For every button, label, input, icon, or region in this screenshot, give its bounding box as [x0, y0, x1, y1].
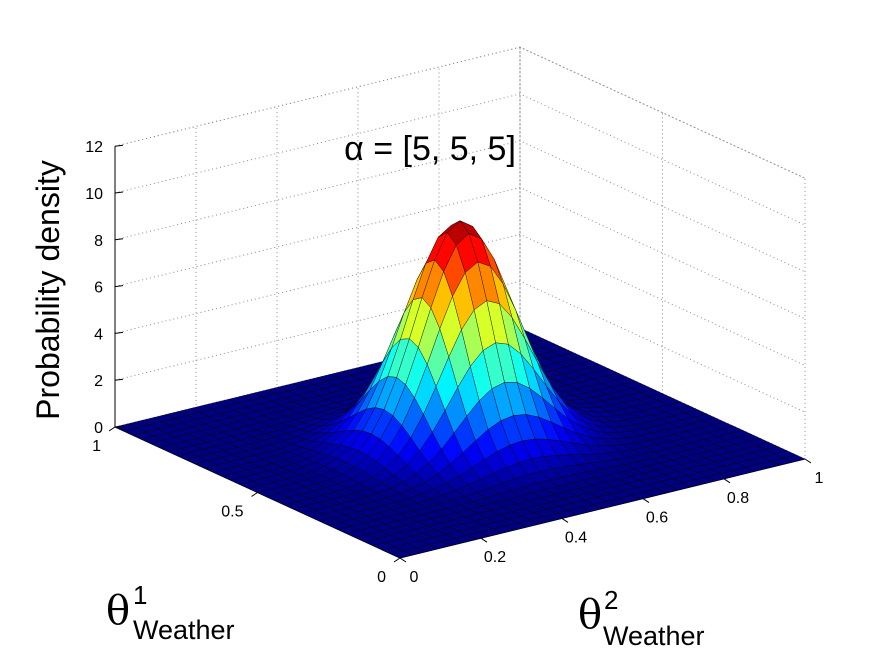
chart-title: α = [5, 5, 5] [344, 130, 516, 168]
x-axis-label-superscript: 2 [604, 585, 618, 615]
x-tick-mark [399, 557, 407, 563]
x-tick-mark [804, 458, 812, 464]
x-tick-label: 1 [815, 470, 824, 487]
z-axis-label: Probability density [30, 160, 66, 420]
z-tick-mark [114, 425, 124, 428]
y-tick-label: 1 [92, 438, 101, 455]
z-tick-label: 2 [94, 373, 103, 390]
x-tick-mark [561, 517, 569, 523]
grid-edge [114, 46, 521, 147]
x-tick-mark [642, 498, 650, 504]
z-tick-label: 8 [94, 233, 103, 250]
grid-line-z [114, 93, 806, 226]
z-tick-mark [114, 285, 124, 288]
z-tick-mark [114, 331, 124, 334]
grid-line-z [114, 233, 806, 366]
y-tick-label: 0.5 [221, 504, 243, 521]
x-axis-label-subscript: Weather [603, 621, 705, 651]
z-tick-label: 6 [94, 280, 103, 297]
surface-patch [390, 550, 414, 559]
x-tick-label: 0.2 [484, 549, 506, 566]
y-axis-label-subscript: Weather [133, 615, 235, 645]
z-tick-label: 12 [85, 139, 103, 156]
surface-mesh [114, 220, 806, 559]
x-tick-mark [723, 478, 731, 484]
z-tick-label: 0 [94, 420, 103, 437]
y-tick-label: 0 [377, 569, 386, 586]
y-axis-label: θ 1 Weather [106, 580, 235, 645]
y-axis-label-symbol: θ [106, 588, 130, 634]
x-tick-label: 0.4 [565, 529, 587, 546]
y-axis-label-superscript: 1 [133, 580, 147, 610]
z-tick-mark [114, 191, 124, 194]
x-tick-label: 0.6 [646, 510, 668, 527]
x-tick-label: 0.8 [727, 490, 749, 507]
z-tick-mark [114, 238, 124, 241]
z-tick-mark [114, 378, 124, 381]
y-tick-mark [251, 492, 258, 497]
grid-edge [519, 46, 806, 179]
x-axis-label: θ 2 Weather [578, 585, 705, 651]
x-tick-mark [480, 537, 488, 543]
z-tick-label: 4 [94, 326, 103, 343]
z-tick-mark [114, 144, 124, 147]
y-tick-mark [108, 426, 116, 432]
x-tick-label: 0 [410, 569, 419, 586]
x-axis-label-symbol: θ [578, 592, 602, 638]
y-tick-mark [393, 557, 401, 563]
z-tick-label: 10 [85, 186, 103, 203]
